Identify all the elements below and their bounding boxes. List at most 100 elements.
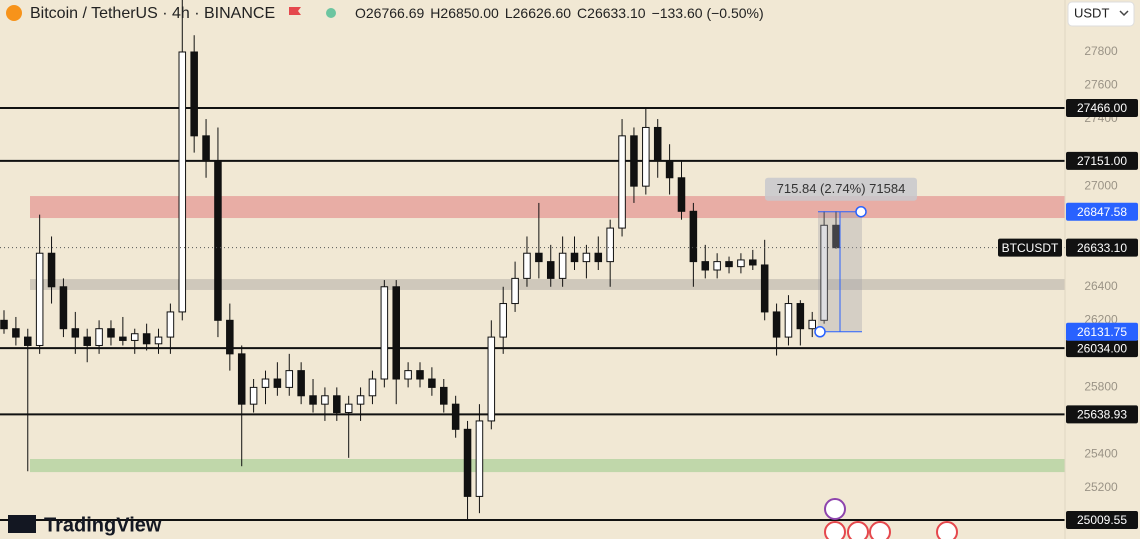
candle-body — [689, 210, 698, 263]
dropdown-arrow[interactable] — [1119, 10, 1129, 17]
candle-body — [285, 370, 294, 388]
candle-body — [428, 378, 436, 388]
candle-body — [356, 395, 365, 405]
candle-body — [463, 428, 472, 497]
logo-text: TradingView — [44, 514, 162, 536]
candle-body — [570, 252, 579, 263]
ohlc-value: 26633.10 — [587, 5, 646, 21]
market-status — [326, 8, 336, 18]
ohlc-label: C — [577, 5, 587, 21]
y-tick-label: 26400 — [1084, 279, 1118, 293]
candle-body — [665, 160, 674, 179]
candle-body — [154, 336, 163, 345]
candle-body — [737, 259, 745, 268]
candle-body — [95, 328, 103, 346]
candle-body — [71, 328, 80, 338]
candle-body — [237, 353, 246, 405]
symbol-label-box — [998, 238, 1062, 257]
candle-body — [226, 319, 234, 355]
candle-body — [606, 227, 614, 263]
level-label: 27151.00 — [1077, 154, 1127, 168]
candle-body — [618, 135, 626, 229]
event-icons — [824, 498, 958, 539]
level-label: 25638.93 — [1077, 408, 1127, 422]
candle-body — [47, 252, 56, 288]
candle-body — [594, 252, 603, 263]
candle-body — [546, 261, 555, 279]
candle-body — [166, 311, 175, 338]
measure-handle — [855, 205, 867, 218]
candle-body — [499, 303, 507, 338]
candle-body — [83, 336, 91, 346]
candle-body — [582, 252, 591, 263]
candle-body — [784, 303, 793, 338]
event-icon[interactable] — [869, 521, 891, 539]
candle-body — [820, 224, 828, 321]
level-label-box — [1066, 510, 1138, 529]
measure-text-box — [765, 177, 917, 201]
symbol-title: Bitcoin / TetherUS · 4h · BINANCE — [30, 5, 275, 22]
candle-body — [273, 378, 282, 388]
candle-body — [511, 277, 519, 305]
symbol-label: BTCUSDT — [1002, 241, 1059, 255]
event-icon[interactable] — [824, 498, 846, 520]
measure-text: 715.84 (2.74%) 71584 — [777, 181, 906, 196]
candle-body — [535, 252, 543, 263]
candle-body — [344, 403, 353, 414]
zone — [30, 459, 1065, 473]
y-tick-label: 27000 — [1084, 178, 1118, 192]
candle-body — [440, 386, 448, 405]
candle-body — [119, 336, 127, 341]
candle-body — [309, 395, 317, 405]
ohlc-value: 26626.60 — [513, 5, 572, 21]
ohlc-value: 26766.69 — [366, 5, 425, 21]
level-label-box — [1066, 405, 1138, 424]
ohlc-label: L — [505, 5, 513, 21]
measure-label: 26131.75 — [1077, 325, 1127, 339]
candle-body — [261, 378, 270, 388]
event-icon[interactable] — [936, 521, 958, 539]
level-label-box — [1066, 339, 1138, 358]
candle-body — [130, 333, 139, 341]
candle-body — [642, 126, 650, 187]
candle-body — [630, 135, 638, 187]
plot-area: 715.84 (2.74%) 71584 — [0, 0, 1065, 521]
candle-body — [808, 319, 816, 330]
candle-body — [558, 252, 567, 279]
candle-body — [107, 328, 115, 338]
measure-label-box — [1066, 202, 1138, 221]
candle-body — [0, 319, 8, 330]
candle-body — [202, 135, 210, 162]
event-icon[interactable] — [824, 521, 846, 539]
event-icon[interactable] — [847, 521, 869, 539]
candle-body — [59, 286, 68, 330]
candle-body — [214, 160, 222, 321]
candle-body — [416, 370, 424, 380]
currency-button[interactable] — [1067, 1, 1135, 27]
price-label: 26633.10 — [1077, 241, 1127, 255]
ohlc-change: −133.60 (−0.50%) — [652, 5, 764, 21]
level-label-box — [1066, 99, 1138, 118]
candle-body — [190, 51, 198, 137]
candle-body — [333, 395, 341, 414]
candle-body — [653, 126, 662, 162]
flag-icon[interactable] — [289, 7, 301, 15]
candle-body — [24, 336, 32, 346]
candle-body — [12, 328, 20, 338]
measure-handle — [814, 326, 826, 338]
logo-icon — [8, 515, 36, 533]
candle-body — [475, 420, 484, 497]
candle-body — [368, 378, 377, 397]
measure-label-box — [1066, 322, 1138, 341]
y-tick-label: 25200 — [1084, 480, 1118, 494]
ohlc-value: 26850.00 — [440, 5, 499, 21]
currency-label[interactable]: USDT — [1074, 5, 1109, 20]
candle-body — [749, 259, 757, 266]
candle-body — [178, 51, 187, 313]
candle-body — [404, 370, 412, 380]
candle-body — [35, 252, 44, 346]
level-label: 26034.00 — [1077, 341, 1127, 355]
candle-body — [523, 252, 531, 279]
candle-body — [701, 261, 710, 271]
